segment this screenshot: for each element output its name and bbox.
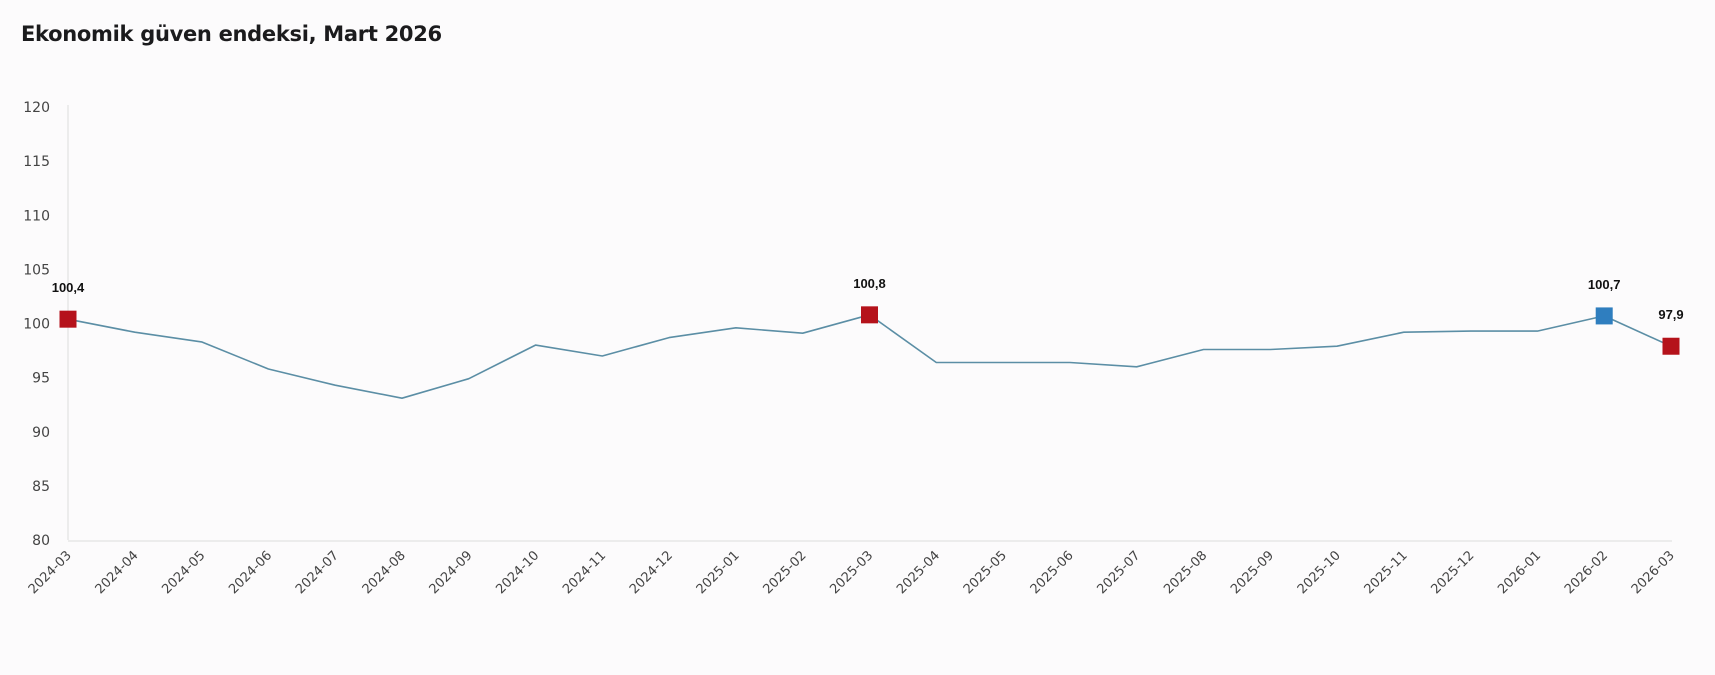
y-tick-label: 105	[23, 262, 50, 278]
x-tick-label: 2024-08	[360, 548, 409, 597]
y-tick-label: 90	[32, 425, 50, 441]
x-tick-label: 2025-04	[894, 548, 943, 597]
x-tick-label: 2026-03	[1629, 548, 1678, 597]
x-tick-label: 2024-07	[293, 548, 342, 597]
plot-area: 100,4 100,8 100,7 97,9	[52, 276, 1684, 400]
x-tick-label: 2025-05	[961, 548, 1010, 597]
x-tick-label: 2024-05	[159, 548, 208, 597]
x-tick-label: 2024-11	[560, 548, 609, 597]
x-tick-label: 2026-01	[1495, 548, 1544, 597]
chart-title: Ekonomik güven endeksi, Mart 2026	[21, 22, 442, 46]
x-tick-label: 2025-07	[1094, 548, 1143, 597]
data-label: 100,7	[1588, 277, 1621, 292]
x-tick-label: 2024-04	[93, 548, 142, 597]
x-tick-label: 2025-01	[694, 548, 743, 597]
x-tick-label: 2025-10	[1295, 548, 1344, 597]
x-tick-label: 2025-02	[761, 548, 810, 597]
y-tick-label: 80	[32, 533, 50, 549]
y-tick-label: 85	[32, 479, 50, 495]
red-square-marker-icon[interactable]	[59, 310, 77, 328]
x-tick-label: 2024-10	[493, 548, 542, 597]
x-tick-label: 2024-12	[627, 548, 676, 597]
x-axis: 2024-03 2024-04 2024-05 2024-06 2024-07 2024-…	[26, 540, 1678, 597]
x-tick-label: 2025-12	[1428, 548, 1477, 597]
y-tick-label: 110	[23, 208, 50, 224]
red-square-marker-icon[interactable]	[861, 306, 878, 324]
x-tick-label: 2025-09	[1228, 548, 1277, 597]
y-tick-label: 115	[23, 154, 50, 170]
data-label: 100,8	[853, 276, 886, 291]
x-tick-label: 2025-03	[827, 548, 876, 597]
x-tick-label: 2026-02	[1562, 548, 1611, 597]
x-tick-label: 2025-06	[1028, 548, 1077, 597]
y-tick-label: 120	[23, 100, 50, 116]
red-square-marker-icon[interactable]	[1662, 337, 1680, 355]
blue-square-marker-icon[interactable]	[1595, 307, 1613, 325]
data-label: 97,9	[1658, 307, 1683, 322]
x-tick-label: 2024-09	[427, 548, 476, 597]
x-tick-label: 2024-03	[26, 548, 75, 597]
y-tick-label: 95	[32, 371, 50, 387]
series-line	[67, 313, 1672, 400]
x-tick-label: 2025-11	[1362, 548, 1411, 597]
data-label: 100,4	[52, 280, 85, 295]
y-tick-label: 100	[23, 317, 50, 333]
x-tick-label: 2025-08	[1161, 548, 1210, 597]
x-tick-label: 2024-06	[226, 548, 275, 597]
y-axis: 80 85 90 95 100 105 110 115 120	[23, 100, 69, 549]
